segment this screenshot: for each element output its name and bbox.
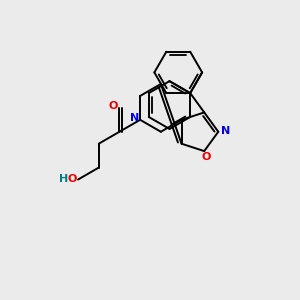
Text: N: N <box>221 126 230 136</box>
Text: O: O <box>68 173 77 184</box>
Text: O: O <box>201 152 211 162</box>
Text: H: H <box>59 174 68 184</box>
Text: O: O <box>108 101 118 111</box>
Text: N: N <box>130 113 139 123</box>
